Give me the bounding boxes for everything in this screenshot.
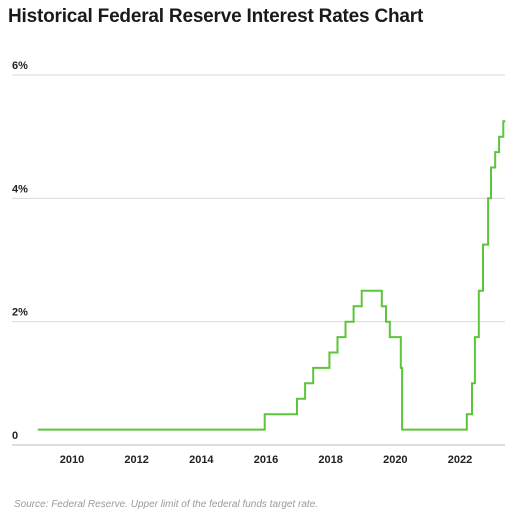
y-tick-label: 2% [12,307,28,319]
data-point [385,320,387,323]
data-point [37,428,40,431]
data-point [477,290,480,292]
data-point [380,305,383,308]
y-tick-label: 0 [12,430,18,442]
data-point [400,367,402,369]
x-tick-label: 2022 [448,454,472,466]
data-point [312,367,315,369]
x-tick-label: 2014 [189,454,214,466]
data-point [389,336,391,338]
data-point [494,151,497,153]
x-tick-label: 2018 [318,454,342,466]
data-point [401,428,403,431]
data-point [263,413,266,415]
data-point [328,351,331,354]
data-point [360,290,363,292]
y-tick-label: 4% [12,183,28,195]
data-point [304,382,306,385]
y-tick-label: 6% [12,60,28,72]
data-point [296,397,298,400]
source-note: Source: Federal Reserve. Upper limit of … [14,499,319,510]
data-point [352,305,355,308]
data-point [474,336,476,338]
data-point [344,320,347,323]
x-tick-label: 2020 [383,454,407,466]
data-point [498,135,500,138]
y-axis-ticks: 0 2% 4% 6% [12,60,28,442]
data-point [471,382,473,385]
gridlines [12,74,505,446]
data-point [336,336,339,338]
data-point [490,166,492,169]
x-tick-label: 2016 [254,454,278,466]
x-axis-ticks: 2010 2012 2014 2016 2018 2020 2022 [60,454,472,466]
data-point [487,197,489,200]
chart-area: 0 2% 4% 6% 2010 2012 2014 2016 2018 2020 2022 [12,60,506,466]
rate-step-line [38,120,506,431]
chart-title: Historical Federal Reserve Interest Rate… [8,6,424,27]
data-point [465,413,468,415]
x-tick-label: 2010 [60,454,84,466]
data-point [482,243,484,246]
x-tick-label: 2012 [124,454,148,466]
series-layer [37,120,506,431]
data-point [502,120,505,123]
